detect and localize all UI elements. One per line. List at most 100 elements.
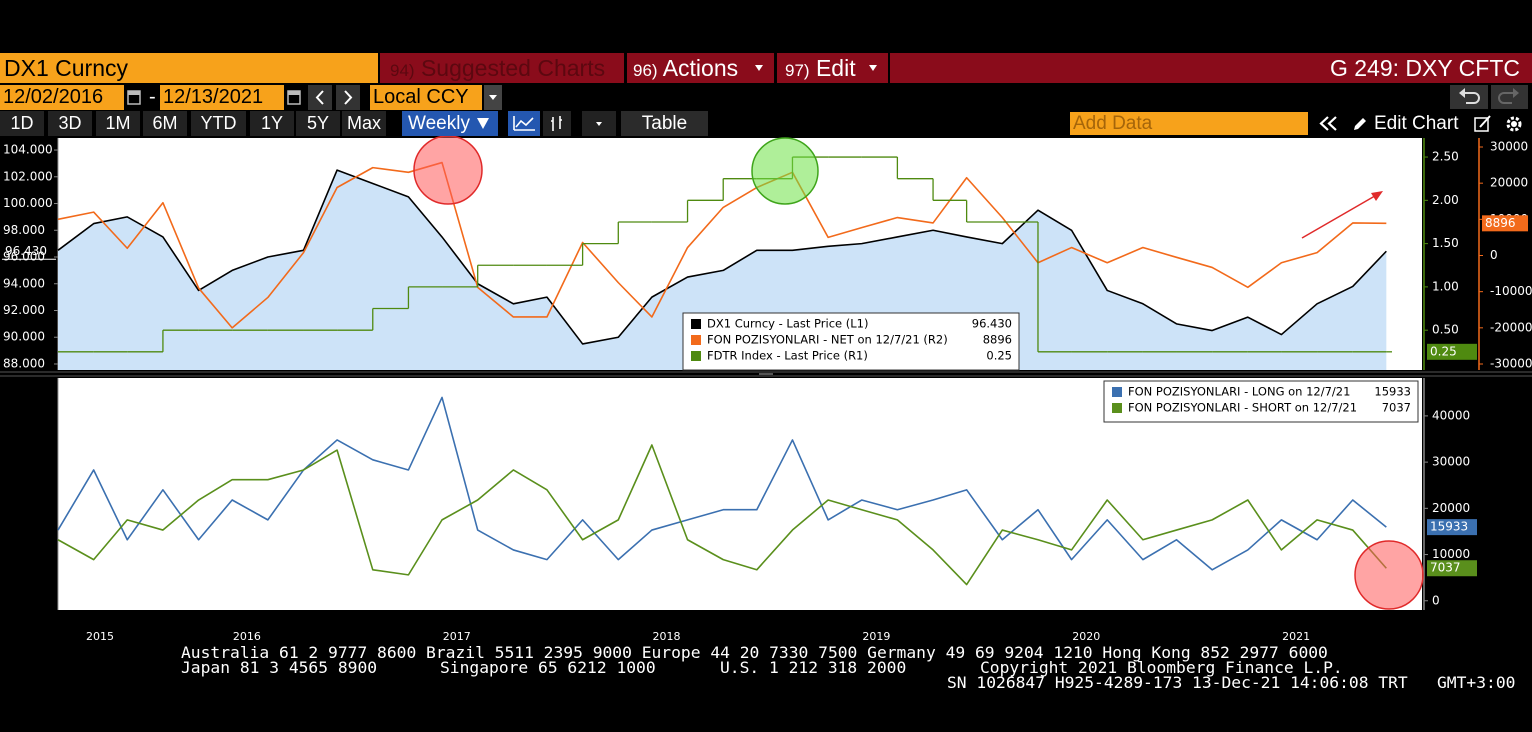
- edit-chart-label: Edit Chart: [1374, 113, 1459, 134]
- period-button[interactable]: Max: [342, 111, 386, 136]
- period-button[interactable]: YTD: [191, 111, 246, 136]
- y-tick-label: 98.000: [3, 223, 45, 237]
- period-bar: 1D 3D 1M 6M YTD 1Y 5Y Max: [0, 111, 400, 136]
- y-tick-label: -20000: [1490, 320, 1532, 334]
- x-tick-label: 2017: [443, 630, 471, 643]
- period-button[interactable]: 1D: [0, 111, 44, 136]
- period-button[interactable]: 5Y: [296, 111, 340, 136]
- calendar-icon[interactable]: [127, 88, 141, 106]
- period-button[interactable]: 1M: [96, 111, 140, 136]
- value-tag-label: 8896: [1485, 216, 1516, 230]
- footer-timezone: GMT+3:00: [1437, 673, 1516, 692]
- y-tick-label: 96.000: [3, 250, 45, 264]
- y-tick-label: 1.50: [1432, 236, 1459, 250]
- highlight-circle: [413, 135, 483, 205]
- legend-value: 8896: [983, 333, 1012, 347]
- edit-chart-button[interactable]: Edit Chart: [1348, 111, 1462, 136]
- menu-suggested[interactable]: 94) Suggested Charts: [380, 53, 624, 83]
- footer-contacts: Japan 81 3 4565 8900: [181, 658, 378, 677]
- y-tick-label: 20000: [1490, 176, 1528, 190]
- legend-value: 15933: [1374, 385, 1411, 399]
- value-tag-label: 15933: [1430, 520, 1468, 534]
- footer-contacts: Australia 61 2 9777 8600 Brazil 5511 239…: [181, 643, 1328, 662]
- frequency-label: Weekly: [408, 113, 470, 134]
- y-tick-label: 92.000: [3, 303, 45, 317]
- legend-box: [1103, 380, 1419, 423]
- menu-edit[interactable]: 97) Edit: [777, 53, 888, 83]
- menu-label: Actions: [662, 55, 739, 81]
- x-tick-label: 2019: [862, 630, 890, 643]
- x-tick-label: 2018: [653, 630, 681, 643]
- legend-label: DX1 Curncy - Last Price (L1): [707, 317, 868, 331]
- line: [57, 169, 1387, 345]
- date-separator: -: [149, 86, 156, 108]
- y-tick-label: 0: [1490, 248, 1498, 262]
- pencil-icon: [1354, 118, 1366, 130]
- calendar-icon[interactable]: [287, 88, 301, 106]
- annotate-button[interactable]: [1472, 113, 1494, 135]
- footer-contacts: U.S. 1 212 318 2000: [720, 658, 907, 677]
- legend-value: 7037: [1382, 401, 1411, 415]
- period-button[interactable]: 3D: [48, 111, 92, 136]
- more-dropdown[interactable]: [582, 111, 616, 136]
- legend-swatch: [691, 319, 701, 329]
- highlight-circle: [751, 137, 819, 205]
- value-tag-label: 7037: [1430, 561, 1461, 575]
- prev-button[interactable]: [308, 85, 332, 110]
- value-tag-label: 96.430: [5, 244, 47, 258]
- y-tick-label: 20000: [1432, 501, 1470, 515]
- trend-arrow-head: [1371, 191, 1383, 201]
- add-data-field[interactable]: Add Data: [1070, 112, 1308, 135]
- footer-contacts: Singapore 65 6212 1000: [440, 658, 656, 677]
- menu-label: Edit: [815, 55, 856, 81]
- security-field[interactable]: DX1 Curncy: [0, 53, 378, 83]
- y-tick-label: 2.50: [1432, 150, 1459, 164]
- trend-arrow: [1301, 192, 1381, 239]
- legend-label: FDTR Index - Last Price (R1): [707, 349, 868, 363]
- value-tag: [1427, 519, 1477, 536]
- annotations: [0, 135, 1532, 610]
- y-tick-label: 2.00: [1432, 193, 1459, 207]
- menu-actions[interactable]: 96) Actions: [627, 53, 774, 83]
- end-date[interactable]: 12/13/2021: [160, 85, 284, 110]
- line: [57, 444, 1387, 586]
- line: [57, 396, 1387, 571]
- settings-button[interactable]: [1503, 113, 1525, 135]
- x-tick-label: 2015: [86, 630, 114, 643]
- menu-number: 97): [785, 61, 810, 80]
- collapse-button[interactable]: [1316, 111, 1342, 136]
- bar-chart-button[interactable]: [543, 111, 571, 136]
- x-tick-label: 2020: [1072, 630, 1100, 643]
- y-tick-label: 0.50: [1432, 323, 1459, 337]
- highlight-circle: [1354, 540, 1424, 610]
- legend-swatch: [691, 335, 701, 345]
- next-button[interactable]: [336, 85, 360, 110]
- y-tick-label: 10000: [1432, 547, 1470, 561]
- y-tick-label: -10000: [1490, 284, 1532, 298]
- line: [57, 161, 1387, 329]
- y-tick-label: 1.00: [1432, 279, 1459, 293]
- redo-button[interactable]: [1491, 85, 1528, 109]
- table-button[interactable]: Table: [621, 111, 708, 136]
- frequency-select[interactable]: Weekly: [402, 111, 498, 136]
- y-tick-label: 88.000: [3, 356, 45, 370]
- legend-box: [682, 312, 1020, 371]
- undo-button[interactable]: [1450, 85, 1488, 109]
- period-button[interactable]: 6M: [143, 111, 187, 136]
- value-tag: [1427, 343, 1477, 360]
- footer-copyright: Copyright 2021 Bloomberg Finance L.P.: [980, 658, 1343, 677]
- currency-dropdown[interactable]: [484, 85, 502, 110]
- period-button[interactable]: 1Y: [250, 111, 294, 136]
- legend-value: 0.25: [986, 349, 1012, 363]
- screen-code: G 249: DXY CFTC: [890, 53, 1532, 83]
- dropdown-icon: [755, 65, 763, 71]
- line-chart-button[interactable]: [508, 111, 540, 136]
- start-date[interactable]: 12/02/2016: [0, 85, 124, 110]
- y-tick-label: 104.000: [3, 143, 53, 157]
- currency-field[interactable]: Local CCY: [370, 85, 482, 110]
- x-tick-label: 2021: [1282, 630, 1310, 643]
- y-tick-label: -30000: [1490, 356, 1532, 370]
- legend-label: FON POZISYONLARI - NET on 12/7/21 (R2): [707, 333, 948, 347]
- y-tick-label: 40000: [1432, 408, 1470, 422]
